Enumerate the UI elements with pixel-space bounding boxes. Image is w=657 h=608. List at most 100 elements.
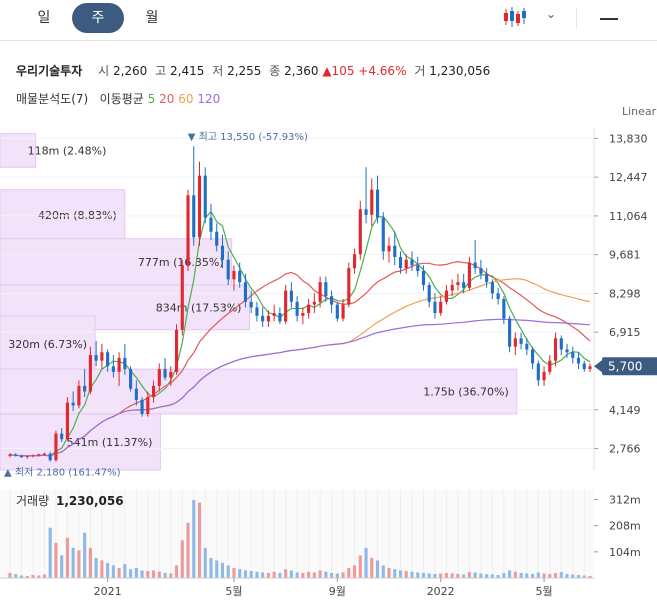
minimize-icon[interactable] [600,18,618,20]
volume-bar [370,557,374,578]
volume-bar [140,570,144,578]
candle-body [341,304,345,319]
candle-body [54,433,58,461]
top-toolbar: 일 주 월 ⌄ [0,0,657,41]
moving-average-label[interactable]: 이동평균 [99,92,144,106]
candle-body [565,349,569,353]
volume-bar [335,573,339,578]
candle-body [180,265,184,330]
profile-label: 420m (8.83%) [38,209,117,222]
volume-bar [42,574,47,578]
volume-bar [381,565,385,578]
candle-body [381,217,385,252]
candle-body [364,209,368,215]
volume-bar [238,569,242,578]
candle-body [347,268,351,305]
volume-bar [197,502,202,578]
profile-bar [0,133,37,168]
volume-bar [508,570,512,578]
change-value: ▲105 [322,64,355,78]
gridlines [0,137,594,450]
candle-body [278,313,282,322]
candle-body [117,357,121,372]
candle-body [370,189,374,215]
volume-bar [180,540,184,578]
price-summary: 우리기술투자 시 2,260 고 2,415 저 2,255 종 2,360 ▲… [16,62,490,79]
candle-body [467,262,471,288]
candle-body [571,352,575,358]
candle-body [508,318,512,347]
tab-monthly[interactable]: 월 [145,10,159,26]
volume-bar [117,567,121,578]
candle-body [479,268,483,274]
candle-body [496,293,500,299]
annotations: 5,700 ▼ 최고 13,550 (-57.93%) ▲ 최저 2,180 (16… [4,131,657,479]
volume-bar [502,572,506,578]
volume-bar [341,572,345,578]
profile-label: 777m (16.35%) [138,256,224,269]
candle-body [261,315,265,322]
divider [576,8,577,28]
volume-bar [513,571,517,578]
candle-body [548,360,552,372]
candle-body [60,433,64,440]
volume-bar [542,573,546,578]
candle-body [284,290,288,322]
volume-bar [439,573,443,578]
y-tick-label: 6,915 [609,326,641,339]
volume-bar [456,573,460,578]
volume-bar [249,570,253,578]
volume-bar [65,537,69,578]
scale-mode-label[interactable]: Linear [622,105,657,118]
candle-body [65,402,69,440]
volume-bar [352,565,357,578]
candle-body [324,282,328,297]
candle-body [404,259,408,269]
volume-bar [14,574,18,578]
candlestick-icon [504,7,526,27]
candle-body [295,301,299,316]
volume-tick-label: 312m [609,494,641,507]
candle-body [266,315,270,322]
candle-body [433,301,437,314]
candle-chart-type-button[interactable] [500,6,530,30]
candle-body [416,265,420,271]
volume-bar [54,542,58,578]
candle-body [456,282,460,285]
profile-label: 320m (6.73%) [8,338,87,351]
volume-bar [100,560,104,578]
volume-bar [152,570,156,578]
chevron-down-icon[interactable]: ⌄ [546,7,557,21]
candle-body [410,259,414,266]
volume-bar [220,562,225,578]
candle-body [106,352,110,367]
candle-body [387,245,391,252]
volume-profile: 118m (2.48%) 420m (8.83%) 777m (16.35%) 834… [0,133,518,471]
candle-body [48,453,52,461]
volume-bar [278,572,282,578]
volume-bar [134,567,138,578]
candle-body [358,209,362,255]
volume-bar [174,565,179,578]
candle-body [330,296,334,305]
tab-daily[interactable]: 일 [37,10,51,26]
volume-bar [347,567,351,578]
candle-body [100,352,104,361]
candle-body [14,454,18,456]
volume-bar [473,572,477,578]
candle-body [307,304,311,314]
ma120-label: 120 [197,92,221,106]
tab-weekly[interactable]: 주 [72,3,124,33]
candle-body [197,175,202,238]
volume-bar [398,570,403,578]
volume-bar [433,573,437,578]
candle-body [94,355,98,361]
volume-profile-label[interactable]: 매물분석도(7) [16,92,89,106]
volume-bar [146,570,150,578]
volume-bar [272,571,276,578]
stock-name: 우리기술투자 [16,64,83,78]
y-tick-label: 11,064 [609,210,648,223]
volume-bar [307,571,311,578]
volume-bar [71,547,75,578]
